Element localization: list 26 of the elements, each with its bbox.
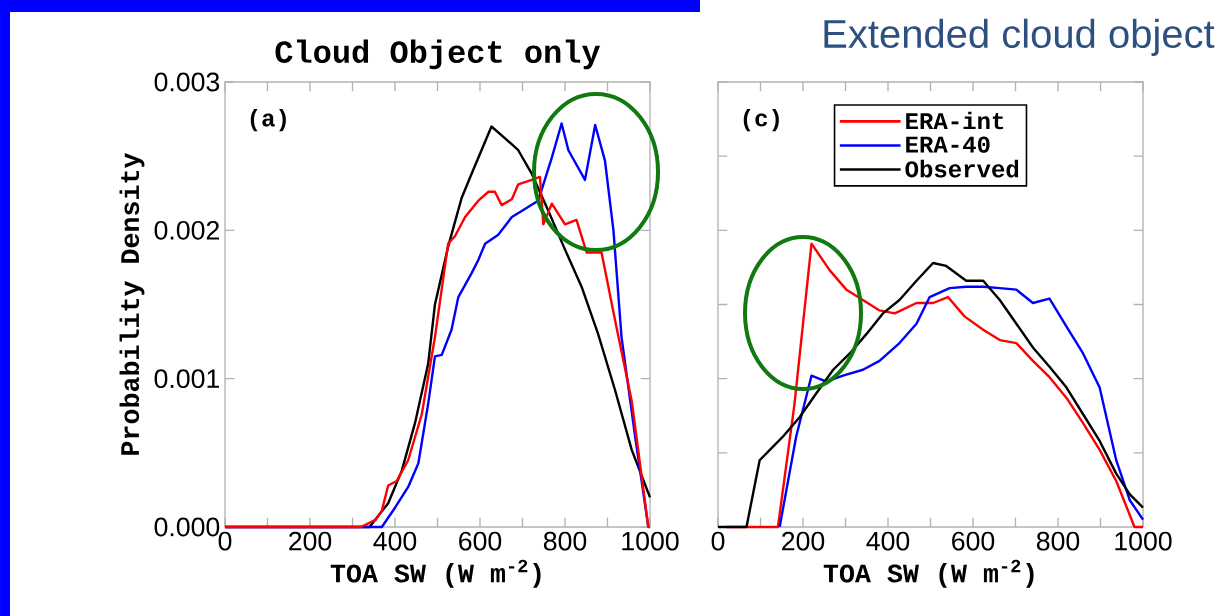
x-tick-label: 1000 (622, 531, 679, 551)
x-axis-title: TOA SW (W m$^{-2}$) (823, 559, 1034, 588)
x-tick-label: 0 (218, 531, 232, 551)
x-tick-label: 200 (289, 531, 332, 551)
x-tick-label: 800 (1036, 531, 1080, 551)
y-tick-label: 0.001 (154, 369, 219, 389)
x-tick-label: 0 (711, 531, 725, 551)
y-tick-label: 0.002 (154, 220, 219, 240)
x-tick-label: 400 (373, 531, 417, 551)
y-tick-label: 0.003 (154, 72, 220, 92)
legend-label: Observed (905, 159, 1019, 178)
y-tick-label: 0.000 (154, 517, 220, 537)
legend-label: ERA-40 (906, 136, 990, 153)
x-tick-label: 200 (782, 531, 825, 551)
legend-label: ERA-int (906, 111, 1004, 130)
chart-title: Extended cloud object (824, 18, 1215, 56)
x-axis-title: TOA SW (W m$^{-2}$) (330, 559, 541, 588)
annotation: (a) (250, 108, 286, 132)
x-tick-label: 600 (459, 531, 502, 551)
chart-title: Cloud Object only (275, 39, 601, 70)
x-tick-label: 1000 (1115, 531, 1172, 551)
y-axis-title: Probability Density (119, 153, 145, 455)
annotation: (c) (743, 108, 779, 132)
x-tick-label: 600 (952, 531, 995, 551)
x-tick-label: 400 (866, 531, 910, 551)
x-tick-label: 800 (543, 531, 587, 551)
